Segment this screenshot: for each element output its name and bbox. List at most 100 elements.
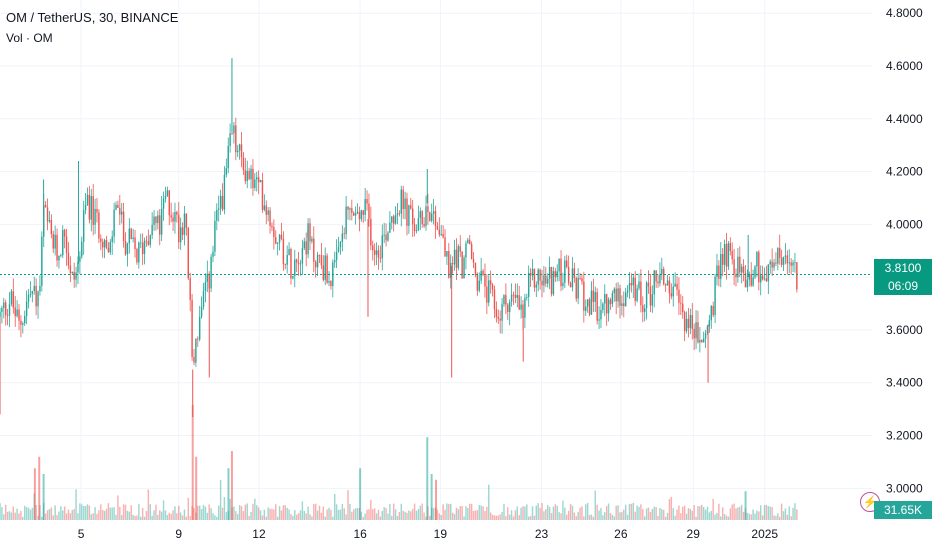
candle-body [672, 286, 674, 297]
volume-bar [546, 504, 549, 520]
volume-bar [252, 503, 254, 520]
volume-bar [411, 508, 414, 520]
candle-body [691, 314, 693, 329]
candle-body [750, 274, 752, 286]
candle-body [596, 292, 598, 321]
candle-body [157, 215, 159, 224]
volume-bar [27, 507, 30, 520]
volume-bar [537, 503, 539, 520]
volume-bar [769, 506, 771, 520]
volume-bar [35, 504, 37, 520]
candle-body [598, 319, 600, 321]
candle-body [708, 320, 711, 327]
candle-body [1, 307, 3, 312]
candle-body [128, 228, 131, 244]
candle-body [670, 293, 673, 297]
volume-bar [41, 516, 43, 520]
volume-bar [128, 511, 131, 520]
volume-bar [86, 504, 89, 520]
volume-bar [79, 503, 81, 520]
volume-bar [52, 515, 54, 520]
volume-bar [767, 506, 770, 520]
volume-bar [349, 503, 351, 520]
volume-bar [543, 511, 545, 520]
candle-body [526, 297, 528, 298]
volume-bar [440, 514, 442, 520]
volume-bar [151, 515, 153, 520]
volume-bar [729, 508, 732, 520]
candle-body [571, 268, 574, 288]
candle-body [145, 240, 148, 242]
candle-body [792, 262, 794, 266]
volume-bar [96, 513, 98, 520]
volume-bar [179, 512, 182, 520]
volume-bar [200, 509, 203, 520]
volume-bar [333, 493, 336, 520]
volume-peak [359, 468, 362, 520]
candle-body [353, 212, 355, 216]
volume-bar [590, 514, 593, 520]
candle-body [605, 294, 608, 314]
chart-title: OM / TetherUS, 30, BINANCE [6, 10, 179, 25]
candle-body [459, 246, 461, 252]
volume-bar [31, 507, 34, 520]
candle-body [586, 299, 589, 307]
candle-body [678, 289, 680, 303]
candle-body [210, 256, 212, 289]
volume-bar [351, 511, 353, 520]
candle-body [577, 278, 579, 299]
volume-bar [67, 509, 70, 520]
candle-body [176, 212, 178, 215]
candle-body [533, 268, 536, 288]
candle-body [430, 213, 433, 221]
volume-bar [189, 515, 191, 520]
candle-body [796, 262, 798, 290]
candle-body [451, 263, 454, 265]
candle-body [406, 198, 408, 226]
candle-body [242, 157, 245, 171]
volume-peak [435, 479, 437, 520]
candle-body [25, 301, 28, 317]
volume-bar [554, 504, 557, 520]
volume-bar [292, 515, 294, 520]
volume-bar [271, 508, 273, 520]
volume-bar [617, 505, 619, 520]
volume-indicator-label[interactable]: Vol · OM [6, 31, 53, 45]
candle-body [718, 265, 720, 279]
candle-body [82, 210, 85, 242]
candle-body [313, 238, 315, 262]
volume-bar [176, 513, 178, 520]
volume-bar [469, 503, 471, 520]
candle-body [638, 281, 640, 289]
candle-body [117, 204, 119, 208]
candle-body [124, 241, 127, 255]
candle-body [294, 259, 296, 276]
candle-body [362, 210, 364, 215]
candle-body [645, 282, 648, 309]
volume-bar [442, 504, 444, 520]
candle-body [101, 241, 104, 248]
candle-body [543, 275, 545, 286]
volume-bar [71, 510, 73, 520]
volume-bar [701, 504, 703, 520]
volume-bar [107, 503, 110, 520]
candle-body [777, 247, 779, 264]
candle-body [794, 262, 796, 264]
candle-body [339, 241, 342, 248]
volume-bar [480, 505, 482, 520]
candle-body [233, 125, 235, 134]
volume-bar [682, 506, 684, 520]
volume-bar [313, 504, 315, 520]
volume-bar [198, 505, 201, 520]
candle-body [748, 274, 751, 280]
volume-bar [651, 509, 654, 520]
candle-body [381, 235, 383, 259]
volume-bar [303, 510, 306, 520]
candle-body [714, 276, 716, 316]
volume-bar [159, 510, 161, 520]
volume-bar [455, 507, 458, 520]
candle-body [541, 280, 543, 286]
candle-body [33, 285, 35, 292]
candle-body [771, 261, 773, 268]
